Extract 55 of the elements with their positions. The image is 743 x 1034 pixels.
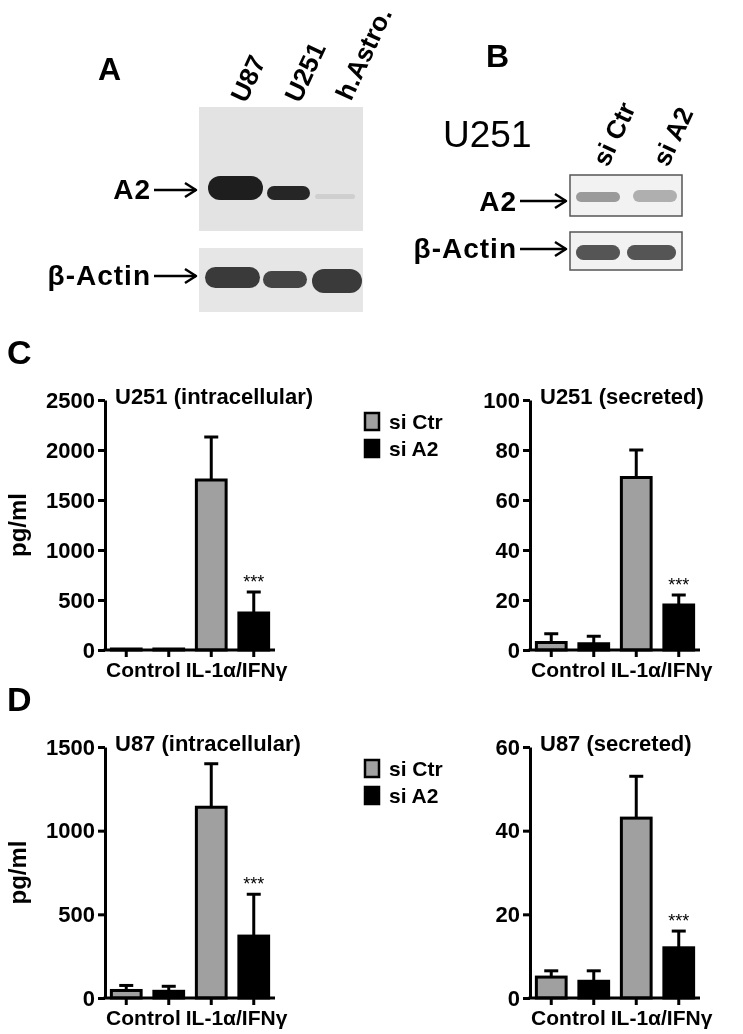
y-tick-label: 500 (58, 587, 95, 613)
chart-title: U87 (secreted) (540, 731, 692, 756)
y-tick-label: 80 (495, 437, 520, 463)
y-tick-label: 0 (507, 985, 520, 1011)
text: β-Actin (413, 233, 517, 264)
x-tick-label: IL-1α/IFNγ (185, 658, 288, 681)
y-tick-label: 1000 (46, 818, 95, 844)
x-tick-label: Control (106, 1006, 181, 1029)
text: A2 (479, 186, 517, 217)
legend-label: si A2 (389, 784, 439, 807)
y-tick-label: 1000 (46, 537, 95, 563)
annotation: *** (243, 874, 265, 895)
text: si Ctr (586, 97, 642, 171)
y-axis-title: pg/ml (4, 493, 31, 557)
text: A2 (113, 174, 151, 205)
y-tick-label: 0 (507, 637, 520, 663)
text: B (486, 38, 510, 74)
y-tick-label: 40 (495, 818, 520, 844)
chart-title: U251 (secreted) (540, 384, 704, 409)
legend-label: si A2 (389, 437, 439, 460)
y-tick-label: 40 (495, 537, 520, 563)
y-tick-label: 1500 (46, 487, 95, 513)
annotation: *** (243, 572, 265, 592)
y-tick-label: 0 (82, 637, 95, 663)
y-tick-label: 2500 (46, 387, 95, 413)
annotation: *** (668, 575, 690, 595)
y-tick-label: 60 (495, 734, 520, 760)
x-tick-label: IL-1α/IFNγ (610, 658, 713, 681)
y-axis-title: pg/ml (4, 840, 31, 905)
x-tick-label: Control (531, 658, 606, 681)
x-tick-label: IL-1α/IFNγ (610, 1006, 713, 1029)
y-tick-label: 1500 (46, 734, 95, 760)
y-tick-label: 500 (58, 901, 95, 927)
x-tick-label: Control (106, 658, 181, 681)
y-tick-label: 60 (495, 487, 520, 513)
text: U251 (443, 114, 532, 155)
y-tick-label: 0 (82, 985, 95, 1011)
legend-label: si Ctr (389, 410, 443, 433)
annotation: *** (668, 911, 690, 932)
chart-title: U87 (intracellular) (115, 731, 301, 756)
x-tick-label: Control (531, 1006, 606, 1029)
text: β-Actin (47, 260, 151, 291)
text: U87 (224, 50, 272, 107)
text: C (7, 333, 32, 371)
x-tick-label: IL-1α/IFNγ (185, 1006, 288, 1029)
legend-label: si Ctr (389, 757, 443, 780)
y-tick-label: 20 (495, 901, 520, 927)
text: D (7, 680, 32, 718)
y-tick-label: 20 (495, 587, 520, 613)
chart-title: U251 (intracellular) (115, 384, 314, 409)
y-tick-label: 100 (483, 387, 520, 413)
text: U251 (278, 37, 332, 107)
text: si A2 (646, 102, 700, 171)
text: A (98, 51, 122, 87)
y-tick-label: 2000 (46, 437, 95, 463)
